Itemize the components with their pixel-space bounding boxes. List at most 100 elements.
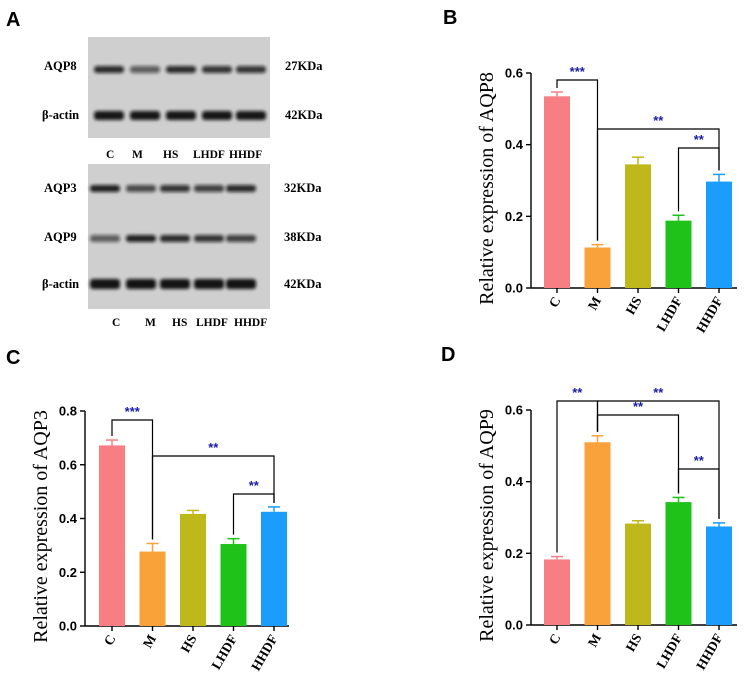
x-tick-label: HS bbox=[623, 294, 645, 317]
chart-aqp8: 0.0 0.2 0.4 0.6 Relative expression of AQP8 C… bbox=[476, 64, 737, 335]
bar-lhdf bbox=[220, 544, 247, 626]
blot-bottom-lane-hs: HS bbox=[172, 317, 187, 329]
y-tick-label: 0.6 bbox=[505, 403, 523, 418]
blot-top-bands bbox=[94, 66, 266, 120]
blot-band bbox=[130, 66, 160, 73]
x-tick-label: LHDF bbox=[653, 294, 685, 334]
x-tick-label: LHDF bbox=[208, 632, 240, 672]
blot-top-membrane bbox=[88, 37, 270, 138]
bar-c bbox=[99, 445, 125, 626]
y-tick-label: 0.0 bbox=[59, 619, 77, 634]
bar-hhdf bbox=[706, 181, 732, 288]
blot-band bbox=[160, 279, 190, 289]
blot-band bbox=[160, 185, 190, 192]
bar-lhdf bbox=[665, 502, 692, 625]
blot-band bbox=[194, 279, 224, 289]
bar-m bbox=[139, 551, 166, 626]
blot-top: AQP8 β-actin 27KDa 42KDa C M HS LHDF HHD… bbox=[42, 37, 323, 161]
blot-top-protein-1: AQP8 bbox=[44, 59, 77, 73]
significance-label: *** bbox=[570, 64, 586, 79]
blot-bottom-size-1: 32KDa bbox=[284, 181, 322, 195]
blot-bottom-size-3: 42KDa bbox=[284, 277, 322, 291]
significance-label: ** bbox=[653, 113, 664, 128]
significance-bracket bbox=[677, 147, 720, 212]
panel-letter-d: D bbox=[441, 344, 455, 366]
chart-aqp3: 0.0 0.2 0.4 0.6 0.8 Relative expression of AQ… bbox=[30, 404, 289, 673]
significance-label: ** bbox=[208, 440, 219, 455]
y-tick-label: 0.0 bbox=[505, 281, 523, 296]
y-axis-title: Relative expression of AQP3 bbox=[30, 410, 52, 643]
y-tick-label: 0.4 bbox=[505, 137, 524, 152]
blot-top-size-2: 42KDa bbox=[285, 108, 323, 122]
y-tick-label: 0.4 bbox=[505, 474, 524, 489]
x-tick-label: HHDF bbox=[693, 631, 725, 672]
bar-hs bbox=[625, 164, 651, 288]
blot-band bbox=[160, 235, 190, 242]
bar-hhdf bbox=[261, 511, 287, 626]
bar-c bbox=[544, 559, 570, 625]
y-tick-label: 0.0 bbox=[505, 618, 523, 633]
blot-band bbox=[194, 185, 224, 192]
blot-bottom: AQP3 AQP9 β-actin 32KDa 38KDa 42KDa C M … bbox=[42, 164, 322, 329]
significance-bracket bbox=[677, 468, 720, 519]
panel-letter-c: C bbox=[6, 347, 20, 369]
blot-band bbox=[94, 111, 124, 120]
significance-label: ** bbox=[653, 385, 664, 400]
blot-band bbox=[166, 111, 196, 120]
blot-band bbox=[194, 235, 224, 242]
y-tick-label: 0.6 bbox=[505, 66, 523, 81]
bar-lhdf bbox=[665, 220, 692, 288]
blot-bottom-lane-hhdf: HHDF bbox=[234, 317, 267, 329]
blot-band bbox=[126, 279, 156, 289]
y-tick-label: 0.2 bbox=[59, 565, 77, 580]
significance-label: ** bbox=[249, 478, 260, 493]
significance-label: *** bbox=[125, 404, 141, 419]
blot-top-lane-hhdf: HHDF bbox=[229, 149, 262, 161]
blot-band bbox=[126, 185, 156, 192]
x-tick-label: HS bbox=[178, 632, 200, 655]
bar-hs bbox=[180, 513, 206, 626]
x-tick-label: C bbox=[546, 294, 564, 310]
significance-bracket bbox=[151, 455, 275, 540]
significance-bracket bbox=[596, 400, 720, 519]
blot-band bbox=[202, 111, 232, 120]
x-tick-label: HHDF bbox=[248, 632, 280, 673]
y-tick-label: 0.6 bbox=[59, 457, 77, 472]
blot-band bbox=[90, 185, 120, 192]
blot-band bbox=[226, 235, 256, 242]
x-tick-label: HHDF bbox=[693, 294, 725, 335]
panel-letter-a: A bbox=[6, 9, 20, 31]
blot-band bbox=[166, 66, 196, 73]
significance-label: ** bbox=[694, 453, 705, 468]
blot-bottom-bands bbox=[90, 185, 256, 289]
y-tick-label: 0.8 bbox=[59, 404, 77, 419]
blot-bottom-size-2: 38KDa bbox=[284, 230, 322, 244]
bar-c bbox=[544, 96, 570, 289]
y-tick-label: 0.2 bbox=[505, 209, 523, 224]
x-tick-label: M bbox=[140, 632, 159, 651]
blot-band bbox=[94, 66, 124, 73]
blot-band bbox=[202, 66, 232, 73]
bar-hs bbox=[625, 523, 651, 625]
panel-letter-b: B bbox=[443, 7, 457, 29]
significance-label: ** bbox=[694, 132, 705, 147]
y-tick-label: 0.2 bbox=[505, 546, 523, 561]
x-tick-label: M bbox=[585, 631, 604, 650]
significance-label: ** bbox=[633, 399, 644, 414]
x-tick-label: LHDF bbox=[653, 631, 685, 671]
blot-top-protein-2: β-actin bbox=[42, 108, 79, 122]
blot-top-lane-m: M bbox=[132, 149, 143, 161]
blot-bottom-lane-c: C bbox=[112, 317, 120, 329]
bar-m bbox=[584, 247, 611, 288]
blot-band bbox=[236, 111, 266, 120]
blot-band bbox=[236, 66, 266, 73]
bar-hhdf bbox=[706, 526, 732, 625]
blot-top-lane-lhdf: LHDF bbox=[193, 149, 225, 161]
y-axis-title: Relative expression of AQP9 bbox=[476, 409, 498, 642]
x-tick-label: HS bbox=[623, 631, 645, 654]
y-axis-title: Relative expression of AQP8 bbox=[476, 72, 498, 305]
bar-m bbox=[584, 442, 611, 625]
blot-bottom-protein-2: AQP9 bbox=[44, 230, 77, 244]
blot-top-size-1: 27KDa bbox=[285, 59, 323, 73]
